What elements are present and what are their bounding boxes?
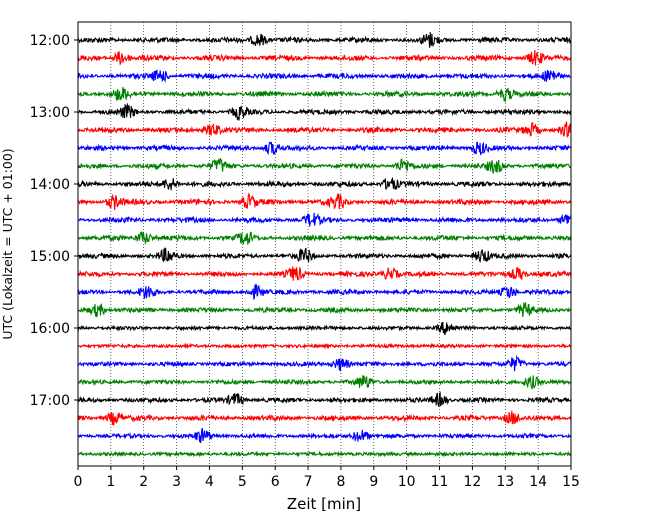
- x-tick-label: 13: [496, 474, 514, 490]
- x-tick-label: 2: [139, 474, 148, 490]
- y-tick-label: 13:00: [30, 105, 70, 121]
- trace-1400: [77, 177, 572, 191]
- x-axis-label: Zeit [min]: [287, 495, 361, 513]
- trace-1445: [77, 231, 572, 246]
- x-tick-label: 8: [336, 474, 345, 490]
- trace-1600: [77, 321, 572, 336]
- x-tick-label: 6: [271, 474, 280, 490]
- y-tick-label: 14:00: [30, 177, 70, 193]
- y-tick-label: 15:00: [30, 249, 70, 265]
- x-tick-label: 10: [398, 474, 416, 490]
- trace-1515: [77, 266, 572, 281]
- y-axis: 12:00 13:00 14:00 15:00 16:00 17:00: [30, 33, 78, 409]
- x-tick-label: 12: [463, 474, 481, 490]
- x-axis: 0 1 2 3 4 5 6 7 8 9 10 11 12 13 14 15: [74, 466, 580, 490]
- x-tick-label: 4: [205, 474, 214, 490]
- x-tick-label: 5: [238, 474, 247, 490]
- trace-1615: [77, 342, 572, 350]
- plot-frame: [77, 21, 572, 467]
- x-tick-label: 3: [172, 474, 181, 490]
- trace-1430: [77, 212, 572, 227]
- x-tick-label: 1: [106, 474, 115, 490]
- trace-1415: [77, 192, 572, 210]
- trace-1245: [77, 86, 572, 104]
- x-tick-label: 11: [431, 474, 449, 490]
- trace-1700: [77, 391, 572, 407]
- trace-1300: [77, 103, 572, 121]
- trace-1645: [77, 375, 572, 390]
- x-tick-label: 9: [369, 474, 378, 490]
- trace-1215: [77, 50, 572, 66]
- y-tick-label: 16:00: [30, 321, 70, 337]
- trace-1200: [77, 32, 572, 48]
- trace-1530: [77, 283, 572, 300]
- trace-1545: [77, 302, 572, 318]
- y-axis-label: UTC (Lokalzeit = UTC + 01:00): [0, 148, 15, 339]
- traces: [77, 32, 572, 458]
- trace-1730: [77, 427, 572, 444]
- trace-1230: [77, 69, 572, 83]
- trace-1500: [77, 247, 572, 264]
- trace-1630: [77, 354, 572, 372]
- y-tick-label: 12:00: [30, 33, 70, 49]
- trace-1330: [77, 141, 572, 156]
- trace-1715: [77, 410, 572, 426]
- x-tick-label: 14: [529, 474, 547, 490]
- x-tick-label: 7: [304, 474, 313, 490]
- trace-1315: [77, 121, 572, 138]
- trace-1345: [77, 157, 572, 174]
- x-tick-label: 15: [562, 474, 580, 490]
- x-tick-label: 0: [74, 474, 83, 490]
- y-tick-label: 17:00: [30, 393, 70, 409]
- grid-lines: [110, 22, 539, 466]
- trace-1745: [77, 450, 572, 458]
